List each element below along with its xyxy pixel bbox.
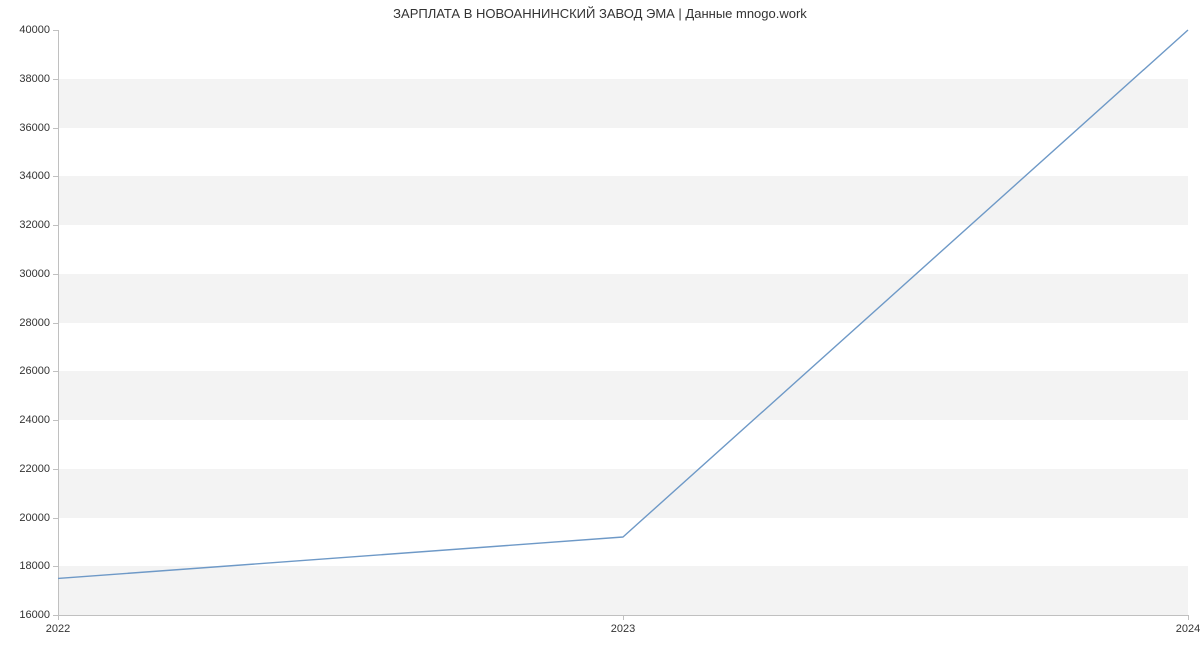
x-tick-mark bbox=[58, 615, 59, 620]
x-tick-mark bbox=[623, 615, 624, 620]
plot-area: 1600018000200002200024000260002800030000… bbox=[58, 30, 1188, 615]
salary-line-chart: ЗАРПЛАТА В НОВОАННИНСКИЙ ЗАВОД ЭМА | Дан… bbox=[0, 0, 1200, 650]
series-line bbox=[58, 30, 1188, 615]
chart-title: ЗАРПЛАТА В НОВОАННИНСКИЙ ЗАВОД ЭМА | Дан… bbox=[0, 6, 1200, 21]
x-tick-mark bbox=[1188, 615, 1189, 620]
